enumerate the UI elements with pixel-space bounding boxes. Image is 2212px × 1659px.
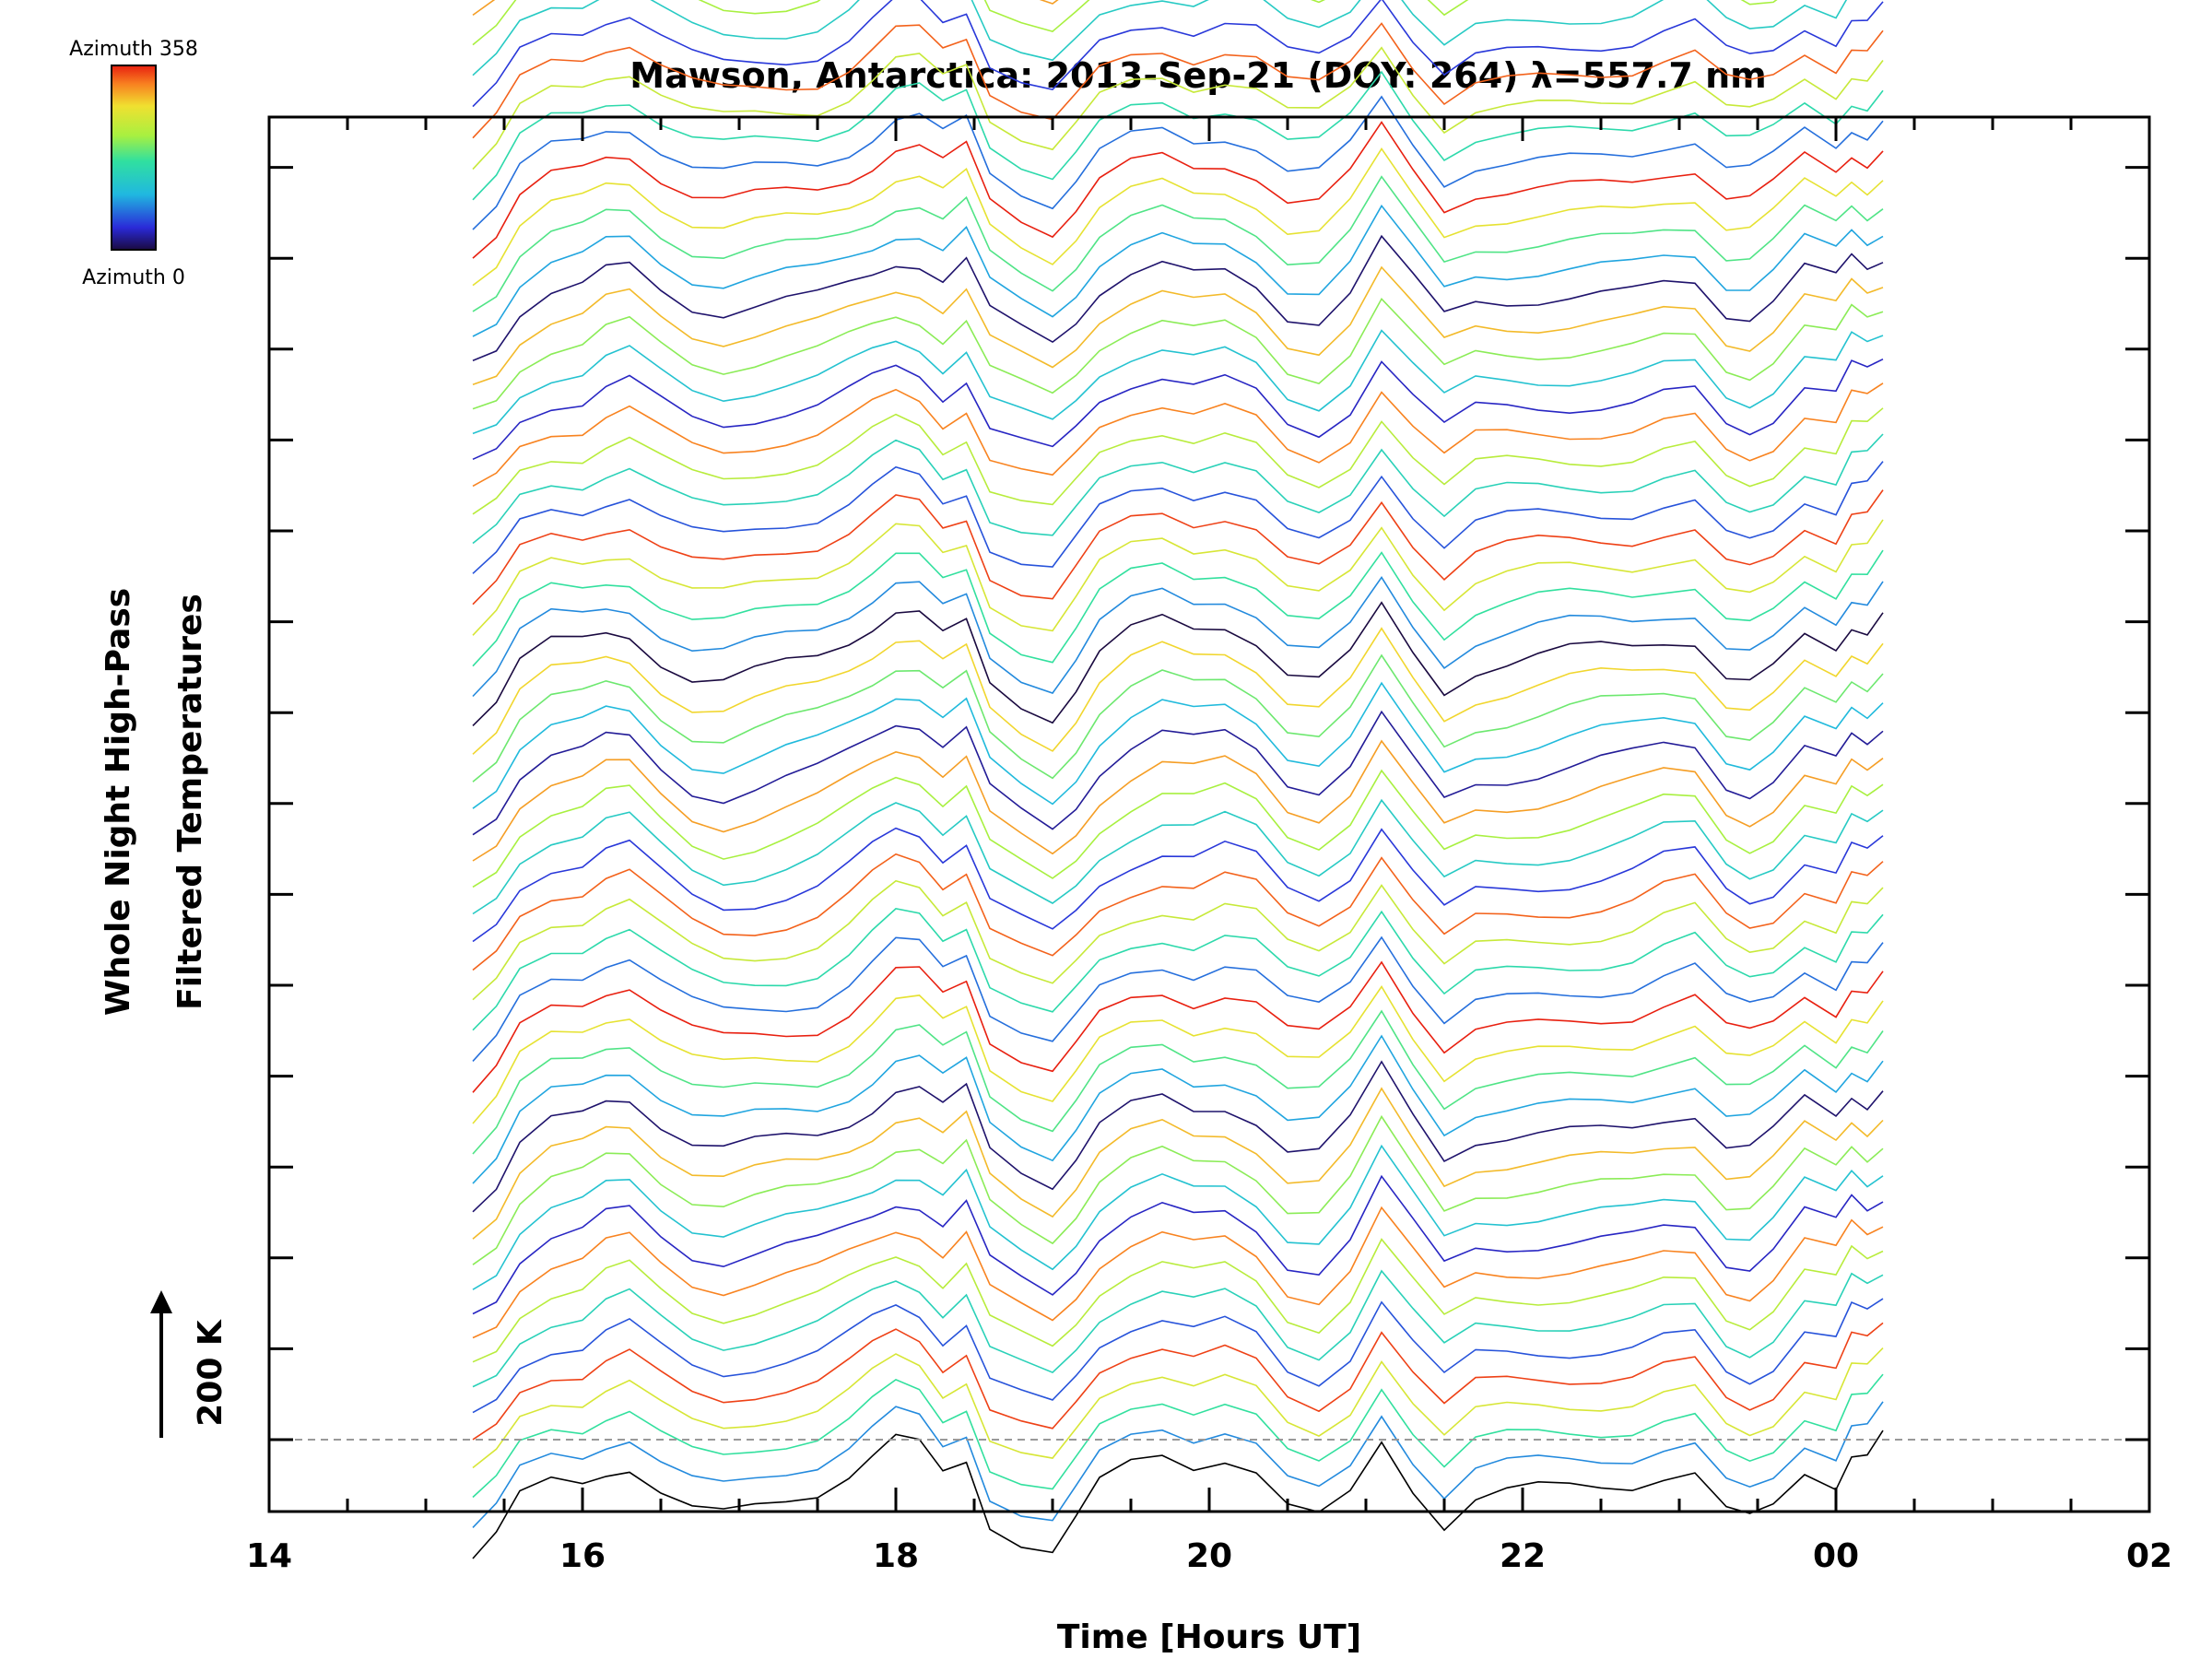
series-line [472,960,1884,1093]
series-line [472,407,1884,515]
series-line [472,739,1884,862]
series-line [472,549,1884,667]
scale-label: 200 K [192,1319,229,1427]
series-line [472,1114,1884,1265]
y-axis-ticks [269,166,2149,1441]
series-line [472,382,1884,488]
x-axis-ticks: 14 16 18 20 22 00 02 [246,117,2172,1575]
series-line [472,175,1884,312]
x-tick-label: 16 [559,1537,606,1575]
series-line [472,601,1884,726]
series-line [472,1087,1884,1240]
series-line [472,0,1884,108]
series-line [472,1174,1884,1315]
series-line [472,121,1884,259]
x-tick-label: 00 [1813,1537,1859,1575]
series-line [472,358,1884,461]
y-axis-label-line2: Filtered Temperatures [171,594,209,1010]
series-line [472,681,1884,809]
series-line [472,575,1884,698]
series-line [472,653,1884,782]
colorbar-top-label: Azimuth 358 [69,38,198,61]
series-line [472,489,1884,606]
x-axis-label: Time [Hours UT] [1057,1618,1361,1656]
series-line [472,985,1884,1124]
scale-arrow-head [150,1290,172,1313]
series-line [472,853,1884,971]
series-line [472,1034,1884,1184]
series-line [472,22,1884,139]
azimuth-colorbar: Azimuth 358 Azimuth 0 [69,38,198,289]
series-line [472,147,1884,287]
series-line [472,1238,1884,1363]
colorbar-gradient [111,65,157,251]
series-line [472,879,1884,1001]
series-line [472,1269,1884,1388]
series-line [472,769,1884,888]
x-tick-label: 18 [873,1537,919,1575]
colorbar-bottom-label: Azimuth 0 [82,266,185,289]
series-line [472,265,1884,386]
series-line [472,935,1884,1062]
x-tick-label: 02 [2126,1537,2172,1575]
series-line [472,1373,1884,1499]
series-line [472,95,1884,230]
series-line [472,1430,1884,1559]
series-line [472,461,1884,574]
series-line [472,1401,1884,1528]
scale-indicator: 200 K [150,1290,229,1438]
series-line [472,1322,1884,1441]
series-line [472,1347,1884,1469]
series-line [472,1060,1884,1213]
series-line [472,710,1884,836]
series-line [472,798,1884,915]
x-tick-label: 20 [1186,1537,1232,1575]
series-line [472,1206,1884,1339]
series-layer [472,0,1884,1559]
series-line [472,519,1884,636]
series-line [472,0,1778,46]
series-line [472,827,1884,943]
series-line [472,204,1884,337]
series-line [472,297,1884,410]
x-tick-label: 22 [1500,1537,1546,1575]
series-line [472,627,1884,755]
series-line [472,0,1848,76]
series-line [472,234,1884,362]
series-line [472,1144,1884,1290]
x-tick-label: 14 [246,1537,292,1575]
y-axis-label-line1: Whole Night High-Pass [100,588,137,1016]
series-line [472,1009,1884,1155]
series-line [472,46,1884,171]
series-line [472,908,1884,1031]
series-line [472,329,1884,435]
series-line [472,1298,1884,1414]
series-line [472,0,1059,17]
series-line [472,433,1884,545]
plot-frame [267,115,2151,1513]
